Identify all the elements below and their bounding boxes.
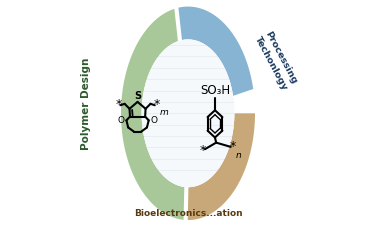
Bar	[152, 68, 224, 69]
Ellipse shape	[142, 39, 234, 187]
Polygon shape	[176, 7, 253, 98]
Bar	[142, 125, 234, 126]
Text: *: *	[200, 144, 206, 157]
Bar	[144, 91, 232, 92]
Polygon shape	[121, 8, 186, 220]
Text: S: S	[134, 91, 141, 101]
Text: O: O	[118, 116, 125, 125]
Text: *: *	[153, 97, 160, 110]
Text: Processing
Techonlogy: Processing Techonlogy	[253, 29, 299, 92]
Text: *: *	[230, 140, 236, 153]
Bar	[170, 45, 206, 46]
Text: *: *	[115, 97, 121, 110]
Ellipse shape	[142, 39, 234, 187]
Bar	[142, 102, 234, 103]
Bar	[170, 181, 206, 182]
Bar	[158, 56, 218, 57]
Bar	[147, 79, 229, 80]
Text: SO₃H: SO₃H	[200, 84, 230, 97]
Bar	[142, 113, 234, 114]
Text: n: n	[236, 151, 242, 160]
Text: Polymer Design: Polymer Design	[81, 58, 91, 150]
Bar	[152, 159, 224, 160]
Bar	[144, 136, 232, 137]
Text: m: m	[160, 108, 169, 117]
Bar	[158, 170, 218, 171]
Polygon shape	[186, 113, 255, 220]
Text: O: O	[150, 116, 157, 125]
Text: Bioelectronics...ation: Bioelectronics...ation	[134, 209, 242, 218]
